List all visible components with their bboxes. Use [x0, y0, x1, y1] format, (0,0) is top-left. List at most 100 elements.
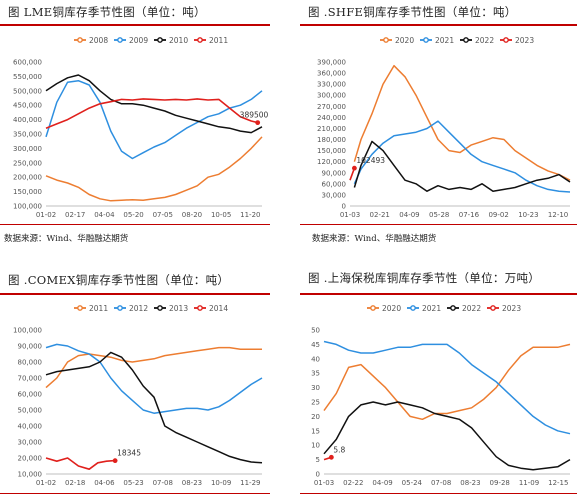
y-tick-label: 60,000	[18, 391, 43, 399]
x-tick-label: 05-20	[123, 211, 143, 219]
legend-label: 2023	[502, 304, 521, 313]
x-tick-label: 04-06	[94, 479, 115, 487]
x-tick-label: 01-03	[340, 211, 360, 219]
y-tick-label: 50	[311, 327, 320, 335]
y-tick-label: 10,000	[18, 471, 43, 479]
y-tick-label: 80,000	[18, 359, 43, 367]
legend-label: 2008	[89, 36, 108, 45]
y-tick-label: 100,000	[13, 327, 42, 335]
series-line-2022	[323, 401, 571, 471]
legend-marker	[157, 37, 163, 43]
y-tick-label: 10	[311, 442, 320, 450]
x-tick-label: 05-28	[429, 211, 449, 219]
bottom-rule	[0, 224, 270, 225]
series-line-2013	[45, 351, 263, 464]
legend-marker	[463, 37, 469, 43]
title-rule	[0, 24, 270, 26]
legend-label: 2022	[462, 304, 481, 313]
legend-marker	[117, 305, 123, 311]
y-tick-label: 390,000	[317, 59, 346, 67]
x-tick-label: 09-02	[488, 211, 508, 219]
y-tick-label: 0	[316, 471, 320, 479]
y-tick-label: 60,000	[322, 180, 347, 188]
y-tick-label: 450,000	[13, 102, 42, 110]
y-tick-label: 600,000	[13, 59, 42, 67]
x-tick-label: 08-23	[460, 479, 480, 487]
series-line-2020	[323, 343, 571, 421]
x-tick-label: 08-20	[182, 211, 202, 219]
y-tick-label: 40,000	[18, 423, 43, 431]
chart-comex: 2011 2012 2013 2014 10,000 20,000 30,000 40,000…	[13, 304, 263, 487]
y-tick-label: 400,000	[13, 116, 42, 124]
y-tick-label: 150,000	[13, 188, 42, 196]
panel-title: 图 .上海保税库铜库存季节性（单位：万吨）	[308, 271, 541, 285]
x-tick-label: 11-09	[519, 479, 539, 487]
legend-label: 2013	[169, 304, 188, 313]
x-tick-label: 02-21	[370, 211, 390, 219]
y-tick-label: 0	[342, 203, 346, 211]
x-tick-label: 08-23	[182, 479, 202, 487]
y-tick-label: 40	[311, 355, 320, 363]
legend-label: 2021	[422, 304, 441, 313]
y-tick-label: 45	[311, 341, 320, 349]
x-tick-label: 04-09	[372, 479, 392, 487]
y-tick-label: 200,000	[13, 174, 42, 182]
series-line-2011	[45, 346, 262, 389]
legend-label: 2010	[169, 36, 188, 45]
y-tick-label: 250,000	[13, 159, 42, 167]
panel-title: 图 LME铜库存季节性图（单位：吨）	[8, 5, 206, 19]
x-tick-label: 09-28	[490, 479, 510, 487]
legend-label: 2021	[435, 36, 454, 45]
y-tick-label: 240,000	[317, 114, 346, 122]
title-rule	[0, 293, 270, 295]
chart-bonded: 2020 2021 2022 2023 0 5 10 15 20 25 30 35 40 45 50 01-0…	[311, 304, 571, 487]
x-tick-label: 02-17	[65, 211, 85, 219]
x-tick-label: 01-02	[36, 479, 56, 487]
chart-lme: 2008 2009 2010 2011 100,000 150,000 200,000 250…	[13, 36, 269, 219]
x-tick-label: 10-05	[211, 211, 231, 219]
y-tick-label: 25	[311, 399, 320, 407]
source-note: 数据来源：Wind、华融融达期货	[312, 234, 437, 244]
legend-label: 2022	[475, 36, 494, 45]
data-label: 389500	[240, 111, 269, 120]
legend-marker	[423, 37, 429, 43]
legend-marker	[370, 305, 376, 311]
legend-label: 2020	[382, 304, 401, 313]
source-note: 数据来源：Wind、华融融达期货	[4, 234, 129, 244]
bottom-rule	[0, 493, 270, 494]
title-rule	[300, 24, 577, 26]
x-tick-label: 07-08	[153, 479, 173, 487]
legend-label: 2012	[129, 304, 148, 313]
x-tick-label: 07-05	[153, 211, 173, 219]
x-tick-label: 05-24	[402, 479, 423, 487]
y-tick-label: 150,000	[317, 147, 346, 155]
panel-title: 图 .COMEX铜库存季节性图（单位：吨）	[8, 273, 230, 287]
series-line-2021	[323, 340, 571, 435]
last-point-marker	[112, 458, 118, 464]
legend-label: 2011	[209, 36, 228, 45]
x-tick-label: 01-02	[36, 211, 56, 219]
y-tick-label: 360,000	[317, 70, 346, 78]
legend-marker	[77, 37, 83, 43]
series-line-2022	[353, 140, 571, 192]
x-tick-label: 04-04	[94, 211, 115, 219]
legend-label: 2023	[515, 36, 534, 45]
series-line-2010	[45, 74, 263, 134]
y-tick-label: 5	[316, 456, 320, 464]
y-tick-label: 100,000	[13, 203, 42, 211]
y-tick-label: 550,000	[13, 73, 42, 81]
legend-marker	[383, 37, 389, 43]
y-tick-label: 300,000	[317, 92, 346, 100]
x-tick-label: 07-16	[459, 211, 480, 219]
legend-marker	[197, 37, 203, 43]
legend-marker	[410, 305, 416, 311]
data-label: 18345	[117, 449, 141, 458]
y-tick-label: 330,000	[317, 81, 346, 89]
y-tick-label: 210,000	[317, 125, 346, 133]
legend-marker	[197, 305, 203, 311]
y-tick-label: 70,000	[18, 375, 43, 383]
y-tick-label: 300,000	[13, 145, 42, 153]
legend-marker	[157, 305, 163, 311]
last-point-marker	[352, 165, 357, 171]
y-tick-label: 30	[311, 384, 320, 392]
